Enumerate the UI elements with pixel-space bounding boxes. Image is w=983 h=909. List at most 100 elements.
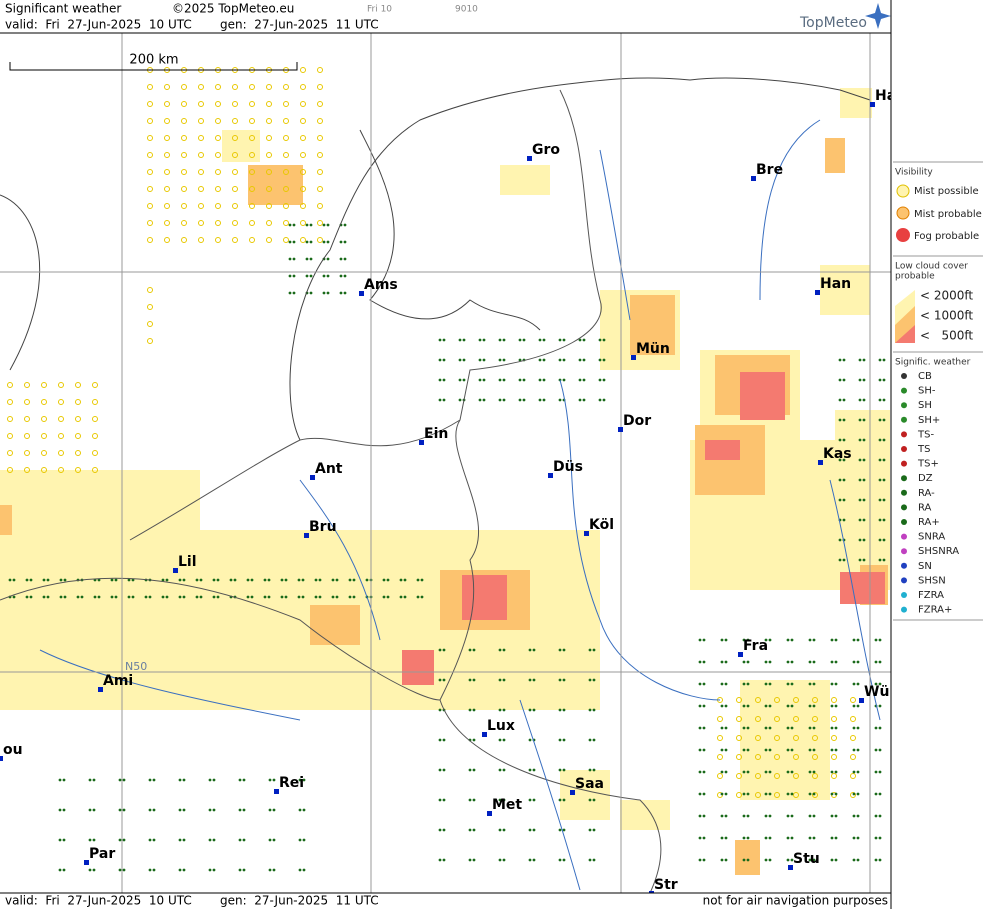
drizzle-symbol [834,726,838,730]
city-label: Met [492,797,522,813]
drizzle-symbol [62,778,66,782]
drizzle-symbol [842,478,846,482]
mist-symbol [58,382,64,388]
drizzle-symbol [858,478,862,482]
drizzle-symbol [212,838,216,842]
drizzle-symbol [292,274,296,278]
drizzle-symbol [882,418,886,422]
city-label: Bru [309,519,337,535]
drizzle-symbol [578,398,582,402]
legend-swatch [896,184,910,198]
drizzle-symbol [852,682,856,686]
drizzle-symbol [165,595,169,599]
city-label: Ant [315,461,343,477]
mist-symbol [147,118,153,124]
drizzle-symbol [267,595,271,599]
drizzle-symbol [326,274,330,278]
legend-swatch [901,416,907,423]
legend: Visibility Mist possible Mist probable F… [893,161,983,621]
drizzle-symbol [830,770,834,774]
drizzle-symbol [438,338,442,342]
drizzle-symbol [746,682,750,686]
drizzle-symbol [786,792,790,796]
drizzle-symbol [808,858,812,862]
drizzle-symbol [878,748,882,752]
legend-sigwx: CB SH- SH SH+ TS- TS TS+ DZ RA- RA RA+ SNRA SHSNRA SN… [901,371,959,616]
mist-symbol [164,203,170,209]
drizzle-symbol [502,358,506,362]
mist-symbol [215,84,221,90]
mist-symbol [215,186,221,192]
drizzle-symbol [92,868,96,872]
mist-symbol [755,697,761,703]
drizzle-symbol [558,858,562,862]
mist-symbol [812,735,818,741]
drizzle-symbol [62,808,66,812]
drizzle-symbol [790,638,794,642]
drizzle-symbol [528,798,532,802]
drizzle-symbol [720,814,724,818]
mist-symbol [774,754,780,760]
drizzle-symbol [812,638,816,642]
drizzle-symbol [724,814,728,818]
drizzle-symbol [309,274,313,278]
drizzle-symbol [301,578,305,582]
drizzle-symbol [808,726,812,730]
city-marker [788,865,793,870]
drizzle-symbol [314,595,318,599]
drizzle-symbol [856,792,860,796]
drizzle-symbol [874,748,878,752]
mist-symbol [812,754,818,760]
mist-symbol [736,735,742,741]
city-label: Köl [589,517,614,533]
drizzle-symbol [842,498,846,502]
drizzle-symbol [858,378,862,382]
city-label: Wü [864,684,889,700]
legend-swatch [901,460,907,467]
drizzle-symbol [812,858,816,862]
drizzle-symbol [498,828,502,832]
drizzle-symbol [122,868,126,872]
mist-symbol [181,118,187,124]
mist-symbol [198,186,204,192]
mist-symbol [266,101,272,107]
drizzle-symbol [786,814,790,818]
mist-symbol [147,84,153,90]
drizzle-symbol [742,704,746,708]
drizzle-symbol [442,678,446,682]
mist-symbol [300,84,306,90]
drizzle-symbol [702,682,706,686]
drizzle-symbol [208,868,212,872]
drizzle-symbol [403,578,407,582]
drizzle-symbol [768,814,772,818]
drizzle-symbol [268,808,272,812]
drizzle-symbol [720,682,724,686]
drizzle-symbol [578,358,582,362]
mist-symbol [181,203,187,209]
mist-symbol [24,382,30,388]
drizzle-symbol [592,648,596,652]
drizzle-symbol [742,770,746,774]
drizzle-symbol [858,398,862,402]
drizzle-symbol [498,738,502,742]
drizzle-symbol [834,792,838,796]
city-label: Han [820,276,851,292]
mist-symbol [266,186,272,192]
drizzle-symbol [790,836,794,840]
mist-symbol [736,754,742,760]
drizzle-symbol [786,858,790,862]
drizzle-symbol [318,578,322,582]
drizzle-symbol [742,682,746,686]
legend-swatch [896,206,910,220]
drizzle-symbol [878,458,882,462]
mist-symbol [793,735,799,741]
drizzle-symbol [502,648,506,652]
drizzle-symbol [764,792,768,796]
drizzle-symbol [498,648,502,652]
drizzle-symbol [720,748,724,752]
drizzle-symbol [127,595,131,599]
drizzle-symbol [856,836,860,840]
drizzle-symbol [558,648,562,652]
drizzle-symbol [442,798,446,802]
drizzle-symbol [92,808,96,812]
